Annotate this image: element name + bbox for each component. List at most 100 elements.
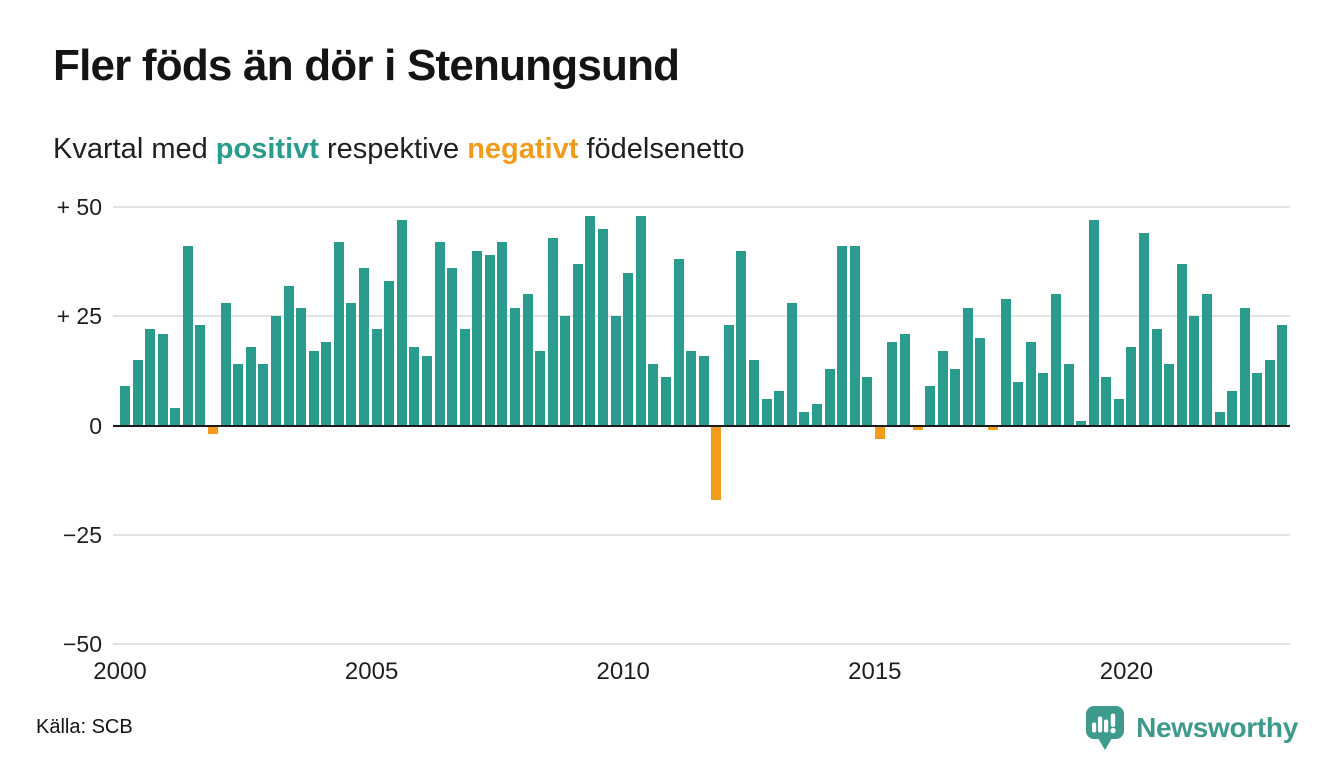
bar-2004-q2 (334, 241, 344, 426)
bar-2018-q4 (1064, 364, 1074, 426)
bar-2023-q1 (1277, 324, 1287, 426)
source-label: Källa: SCB (36, 716, 133, 738)
bar-2001-q2 (183, 246, 193, 426)
subtitle-suffix: födelsenetto (578, 133, 745, 165)
bar-2002-q4 (258, 364, 268, 426)
bar-2022-q2 (1240, 307, 1250, 426)
bar-2006-q1 (422, 355, 432, 426)
bar-2014-q3 (850, 246, 860, 426)
bar-2019-q2 (1089, 220, 1099, 426)
x-axis-zero-line (113, 424, 1290, 427)
bar-2001-q1 (170, 408, 180, 426)
y-tick-label: 0 (89, 412, 102, 439)
gridline--50 (113, 643, 1290, 645)
bar-2013-q4 (812, 403, 822, 426)
bar-2007-q2 (485, 255, 495, 426)
page-title: Fler föds än dör i Stenungsund (53, 41, 680, 90)
bar-2009-q4 (611, 316, 621, 426)
bar-2000-q1 (120, 386, 130, 426)
bar-2009-q1 (573, 263, 583, 426)
gridline-50 (113, 206, 1290, 208)
bar-2018-q2 (1038, 373, 1048, 426)
bar-2016-q2 (938, 351, 948, 426)
bar-2007-q1 (472, 250, 482, 426)
bar-2016-q1 (925, 386, 935, 426)
bar-2022-q4 (1265, 359, 1275, 426)
bar-2003-q3 (296, 307, 306, 426)
bar-2008-q2 (535, 351, 545, 426)
bar-2018-q3 (1051, 294, 1061, 426)
subtitle-prefix: Kvartal med (53, 133, 216, 165)
bar-2013-q2 (787, 303, 797, 426)
newsworthy-logo-icon (1084, 705, 1126, 751)
bar-2011-q4 (711, 425, 721, 500)
bar-2005-q3 (397, 220, 407, 426)
bar-2002-q3 (246, 346, 256, 426)
bar-2004-q4 (359, 268, 369, 426)
bar-2002-q2 (233, 364, 243, 426)
bar-2017-q3 (1001, 298, 1011, 426)
bar-2019-q4 (1114, 399, 1124, 426)
bar-2014-q1 (825, 368, 835, 426)
bar-2003-q4 (309, 351, 319, 426)
bar-2010-q2 (636, 215, 646, 426)
bar-2009-q3 (598, 228, 608, 426)
bar-2005-q2 (384, 281, 394, 426)
bar-2001-q4 (208, 425, 218, 435)
bar-2022-q3 (1252, 373, 1262, 426)
bar-2019-q1 (1076, 421, 1086, 426)
bar-2006-q3 (447, 268, 457, 426)
bar-2013-q3 (799, 412, 809, 426)
bar-2016-q4 (963, 307, 973, 426)
bar-2000-q2 (133, 359, 143, 426)
bar-2021-q2 (1189, 316, 1199, 426)
bar-2021-q3 (1202, 294, 1212, 426)
bar-2021-q4 (1215, 412, 1225, 426)
bar-2016-q3 (950, 368, 960, 426)
bar-2010-q1 (623, 272, 633, 426)
bar-2001-q3 (195, 324, 205, 426)
bar-2020-q4 (1164, 364, 1174, 426)
newsworthy-logo-text: Newsworthy (1136, 712, 1298, 743)
bar-2012-q1 (724, 324, 734, 426)
gridline-25 (113, 315, 1290, 318)
bar-2003-q2 (284, 285, 294, 426)
bar-2019-q3 (1101, 377, 1111, 426)
bar-2013-q1 (774, 390, 784, 426)
bar-2007-q3 (497, 241, 507, 426)
bar-2008-q4 (560, 316, 570, 426)
bar-2012-q3 (749, 359, 759, 426)
x-tick-label-2015: 2015 (848, 658, 902, 685)
bar-2005-q4 (409, 346, 419, 426)
bar-2011-q2 (686, 351, 696, 426)
bar-2017-q4 (1013, 381, 1023, 426)
bar-2006-q2 (435, 241, 445, 426)
bar-2010-q4 (661, 377, 671, 426)
x-tick-label-2010: 2010 (596, 658, 650, 685)
bar-2012-q2 (736, 250, 746, 426)
bar-2015-q3 (900, 333, 910, 426)
bar-2000-q3 (145, 329, 155, 426)
bar-2008-q3 (548, 237, 558, 426)
x-tick-label-2005: 2005 (344, 658, 399, 685)
subtitle-negative-word: negativt (467, 133, 579, 165)
bar-2015-q2 (887, 342, 897, 426)
y-tick-label: + 50 (56, 194, 102, 220)
bar-2017-q2 (988, 425, 998, 430)
bar-2004-q3 (346, 303, 356, 426)
bar-2009-q2 (585, 215, 595, 426)
bar-2008-q1 (523, 294, 533, 426)
y-tick-label: −50 (62, 631, 102, 657)
bar-2020-q1 (1126, 346, 1136, 426)
bar-2011-q3 (699, 355, 709, 426)
bar-2011-q1 (674, 259, 684, 426)
x-tick-label-2000: 2000 (93, 658, 147, 685)
bar-2005-q1 (372, 329, 382, 426)
bar-2014-q2 (837, 246, 847, 426)
bar-2004-q1 (321, 342, 331, 426)
newsworthy-logo[interactable]: Newsworthy (1084, 705, 1298, 751)
bar-2014-q4 (862, 377, 872, 426)
bar-2006-q4 (460, 329, 470, 426)
y-tick-label: −25 (62, 521, 102, 548)
chart-subtitle: Kvartal med positivt respektive negativt… (53, 130, 744, 168)
